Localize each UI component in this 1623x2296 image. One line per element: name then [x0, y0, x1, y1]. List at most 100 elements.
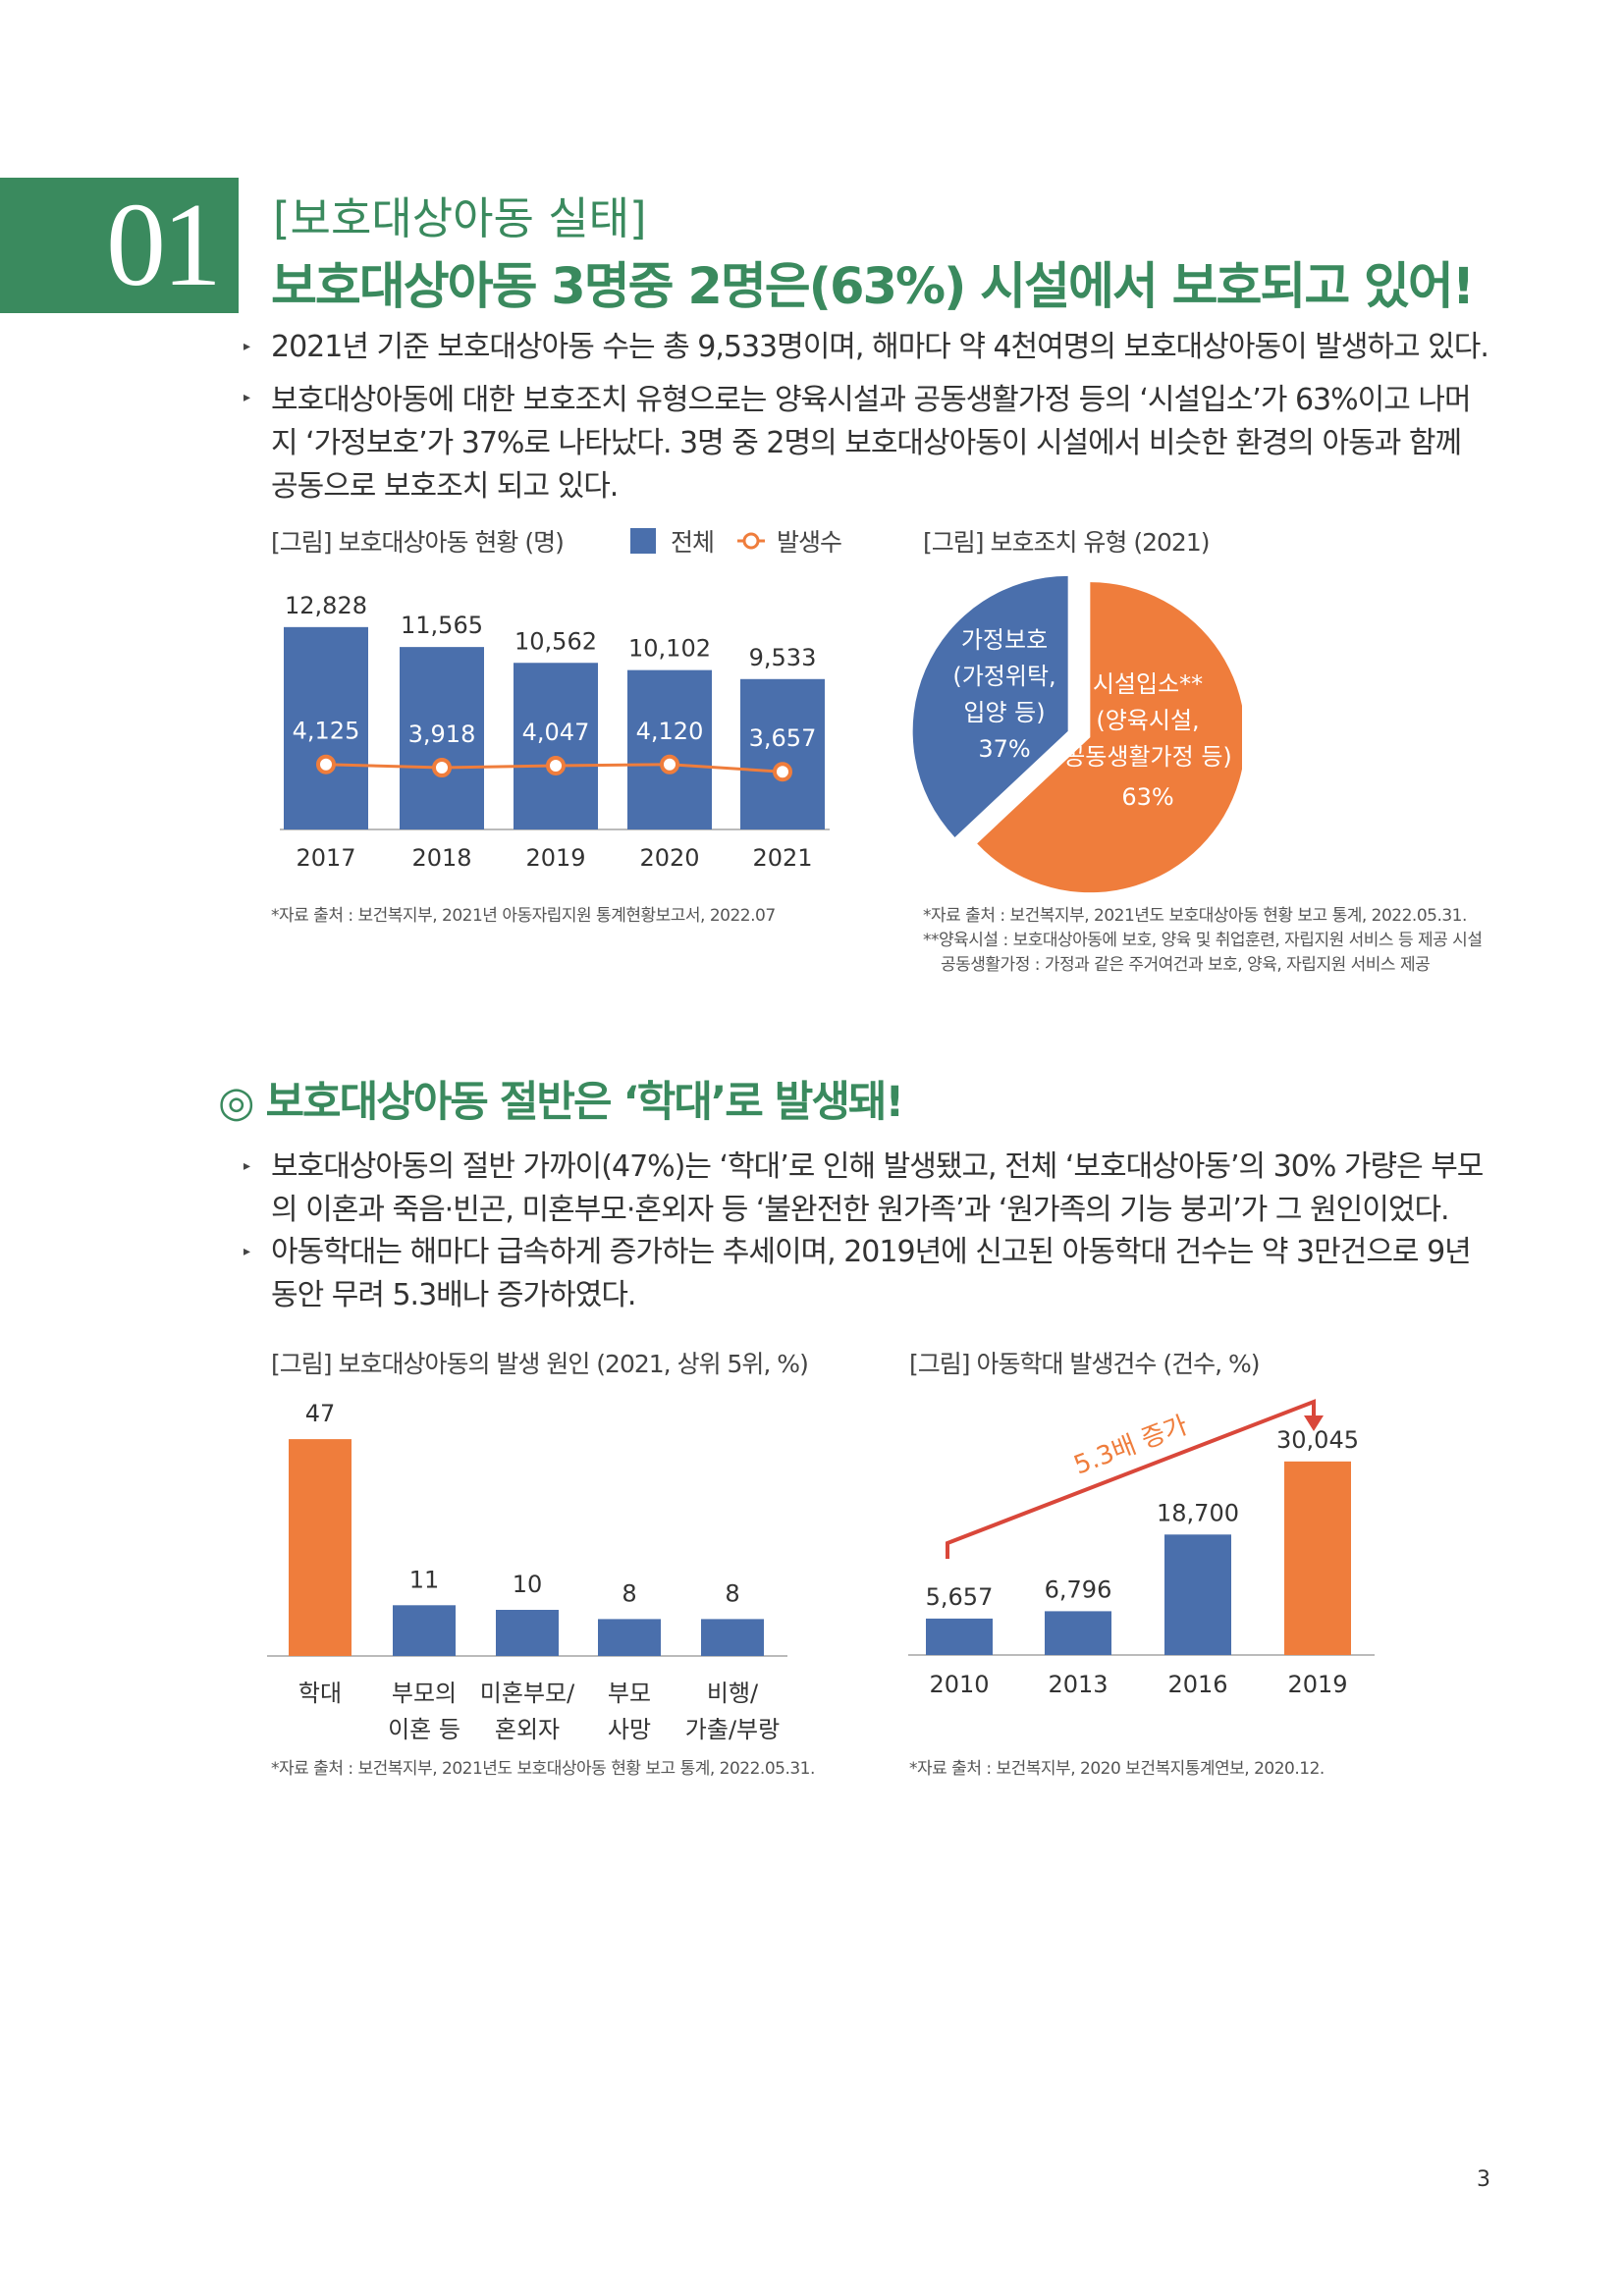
- bullet-text: 보호대상아동에 대한 보호조치 유형으로는 양육시설과 공동생활가정 등의 ‘시…: [271, 383, 1472, 504]
- x-tick-label: 2020: [639, 844, 699, 872]
- x-tick-label: 2018: [411, 844, 471, 872]
- bar-value-label: 47: [305, 1400, 336, 1427]
- section-number: 01: [106, 179, 222, 311]
- pie-label-facility: 시설입소**: [1093, 670, 1203, 698]
- line-point: [773, 762, 792, 782]
- chart2-caption: [그림] 보호조치 유형 (2021): [923, 528, 1210, 557]
- bar-value-label: 30,045: [1276, 1426, 1359, 1454]
- x-tick-label: 부모의: [392, 1680, 457, 1707]
- x-tick-label: 2016: [1167, 1671, 1227, 1698]
- bar-value-label: 18,700: [1157, 1499, 1239, 1526]
- legend-swatch-incidence: [737, 532, 765, 550]
- x-tick-label: 비행/: [707, 1680, 759, 1707]
- bullet-marker: ▸: [243, 390, 251, 405]
- growth-arrow-line: [946, 1399, 1316, 1559]
- x-tick-label: 가출/부랑: [685, 1716, 780, 1743]
- bar-total: [627, 669, 712, 829]
- line-point: [546, 755, 566, 775]
- pie-label-facility: (양육시설,: [1096, 707, 1199, 734]
- line-value-label: 4,125: [293, 718, 360, 745]
- chart2-source: *자료 출처 : 보건복지부, 2021년도 보호대상아동 현황 보고 통계, …: [923, 904, 1483, 978]
- line-point: [432, 758, 452, 778]
- pie-label-facility: 공동생활가정 등): [1063, 743, 1232, 771]
- page-number: 3: [1477, 2167, 1490, 2192]
- pie-label-facility: 63%: [1121, 783, 1173, 811]
- line-value-label: 3,918: [408, 721, 476, 748]
- x-tick-label: 학대: [298, 1680, 342, 1707]
- bar-cause: [701, 1619, 764, 1656]
- bar-value-label: 8: [622, 1579, 636, 1607]
- chart3-source: *자료 출처 : 보건복지부, 2021년도 보호대상아동 현황 보고 통계, …: [271, 1759, 815, 1779]
- bar-value-label: 10,102: [628, 635, 711, 663]
- source-line: *자료 출처 : 보건복지부, 2021년도 보호대상아동 현황 보고 통계, …: [923, 906, 1467, 926]
- growth-arrow-head: [1304, 1415, 1324, 1431]
- bar-value-label: 9,533: [749, 644, 817, 671]
- bar-value-label: 8: [725, 1579, 739, 1607]
- legend-label-incidence: 발생수: [777, 528, 842, 557]
- x-tick-label: 2017: [296, 844, 355, 872]
- pie-slice-facility: [977, 582, 1242, 893]
- x-tick-label: 2019: [1287, 1671, 1347, 1698]
- pie-label-home: 입양 등): [963, 699, 1045, 726]
- x-tick-label: 이혼 등: [388, 1716, 460, 1743]
- chart4-caption: [그림] 아동학대 발생건수 (건수, %): [909, 1350, 1261, 1378]
- x-tick-label: 미혼부모/: [480, 1680, 575, 1707]
- x-tick-label: 사망: [608, 1716, 651, 1743]
- x-tick-label: 2019: [525, 844, 585, 872]
- bar-value-label: 12,828: [285, 592, 367, 619]
- bar-cause: [393, 1605, 456, 1656]
- line-point: [316, 754, 336, 774]
- bar-total: [514, 663, 598, 829]
- chart1-source: *자료 출처 : 보건복지부, 2021년 아동자립지원 통계현황보고서, 20…: [271, 906, 776, 926]
- bar-abuse: [1284, 1461, 1351, 1655]
- bar-cause: [496, 1610, 559, 1656]
- chart-protection-type-pie: 가정보호 (가정위탁, 입양 등) 37% 시설입소** (양육시설, 공동생활가정 등) 6…: [912, 575, 1242, 893]
- chart-children-status: 12,828 2017 11,565 2018 10,562 2019 10,102 2020…: [280, 592, 830, 872]
- chart1-caption: [그림] 보호대상아동 현황 (명): [271, 528, 565, 557]
- section2-heading: ◎ 보호대상아동 절반은 ‘학대’로 발생돼!: [218, 1078, 904, 1127]
- pie-label-home: 37%: [978, 735, 1030, 763]
- bar-total: [284, 626, 368, 829]
- section-number-box: [0, 178, 239, 313]
- bullet-marker: ▸: [243, 1158, 251, 1174]
- bar-total: [740, 678, 825, 829]
- line-value-label: 4,120: [636, 718, 704, 745]
- line-point: [660, 754, 679, 774]
- line-value-label: 4,047: [522, 719, 590, 746]
- bar-value-label: 11: [409, 1566, 440, 1593]
- bar-abuse: [926, 1618, 993, 1655]
- source-line: 공동생활가정 : 가정과 같은 주거여건과 보호, 양육, 자립지원 서비스 제…: [941, 955, 1431, 975]
- legend-swatch-total: [630, 528, 656, 554]
- pie-slice-home: [912, 575, 1068, 837]
- x-tick-label: 혼외자: [495, 1716, 560, 1743]
- section-kicker: [보호대상아동 실태]: [273, 192, 647, 244]
- bar-abuse: [1045, 1611, 1111, 1655]
- bar-value-label: 10: [513, 1571, 543, 1598]
- bar-abuse: [1164, 1534, 1231, 1655]
- bullet-marker: ▸: [243, 1244, 251, 1259]
- bar-total: [400, 647, 484, 829]
- x-tick-label: 부모: [608, 1680, 651, 1707]
- pie-label-home: 가정보호: [961, 626, 1048, 654]
- bar-value-label: 10,562: [514, 627, 597, 655]
- bar-cause: [598, 1619, 661, 1656]
- legend-label-total: 전체: [671, 528, 715, 557]
- bar-cause: [289, 1439, 352, 1656]
- bar-value-label: 5,657: [926, 1583, 994, 1611]
- bar-value-label: 11,565: [401, 612, 483, 639]
- section-headline: 보호대상아동 3명중 2명은(63%) 시설에서 보호되고 있어!: [271, 258, 1475, 316]
- chart3-caption: [그림] 보호대상아동의 발생 원인 (2021, 상위 5위, %): [271, 1350, 809, 1378]
- bullet-text: 아동학대는 해마다 급속하게 증가하는 추세이며, 2019년에 신고된 아동학…: [271, 1235, 1472, 1312]
- bullet-text: 보호대상아동의 절반 가까이(47%)는 ‘학대’로 인해 발생됐고, 전체 ‘…: [271, 1149, 1484, 1227]
- bullet-marker: ▸: [243, 339, 251, 354]
- chart4-source: *자료 출처 : 보건복지부, 2020 보건복지통계연보, 2020.12.: [909, 1759, 1325, 1779]
- x-tick-label: 2013: [1048, 1671, 1108, 1698]
- x-tick-label: 2021: [752, 844, 812, 872]
- pie-label-home: (가정위탁,: [952, 663, 1055, 690]
- x-tick-label: 2010: [929, 1671, 989, 1698]
- line-value-label: 3,657: [749, 724, 817, 752]
- bar-value-label: 6,796: [1045, 1575, 1112, 1603]
- chart-abuse-cases: 5,65720106,796201318,700201630,04520195.…: [908, 1399, 1375, 1698]
- bullet-text: 2021년 기준 보호대상아동 수는 총 9,533명이며, 해마다 약 4천여…: [271, 330, 1489, 364]
